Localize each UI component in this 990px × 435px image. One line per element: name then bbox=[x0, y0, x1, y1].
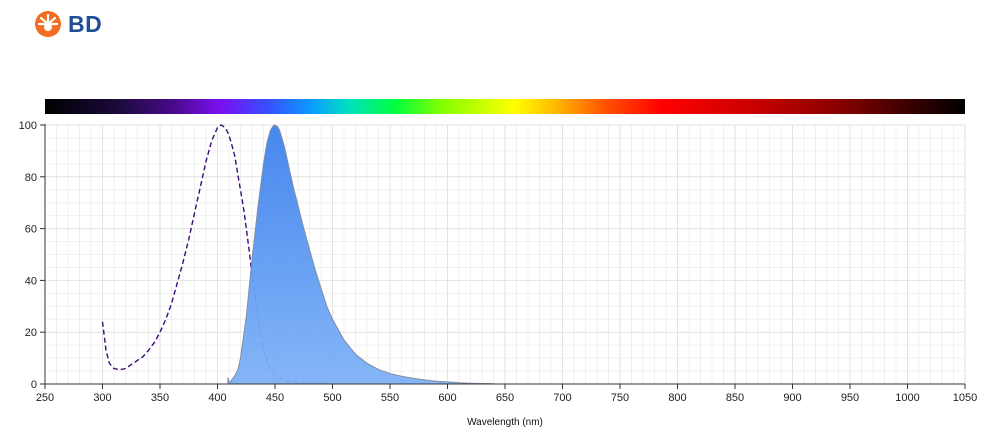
spectrum-bar bbox=[45, 99, 965, 114]
y-tick-label: 20 bbox=[25, 327, 37, 339]
bd-logo-mark bbox=[35, 11, 61, 37]
x-tick-label: 850 bbox=[726, 392, 744, 404]
x-tick-label: 250 bbox=[36, 392, 54, 404]
x-tick-label: 350 bbox=[151, 392, 169, 404]
x-tick-label: 800 bbox=[668, 392, 686, 404]
x-tick-label: 500 bbox=[323, 392, 341, 404]
x-tick-label: 650 bbox=[496, 392, 514, 404]
y-tick-label: 60 bbox=[25, 224, 37, 236]
x-tick-label: 600 bbox=[438, 392, 456, 404]
x-tick-label: 1000 bbox=[895, 392, 919, 404]
x-axis-title: Wavelength (nm) bbox=[467, 417, 543, 428]
y-tick-label: 80 bbox=[25, 172, 37, 184]
series-layer bbox=[101, 124, 494, 385]
y-tick-label: 40 bbox=[25, 275, 37, 287]
x-tick-label: 300 bbox=[93, 392, 111, 404]
y-tick-label: 0 bbox=[31, 379, 37, 391]
x-tick-label: 400 bbox=[208, 392, 226, 404]
x-tick-label: 550 bbox=[381, 392, 399, 404]
x-tick-label: 750 bbox=[611, 392, 629, 404]
x-tick-label: 700 bbox=[553, 392, 571, 404]
bd-logo-text: BD bbox=[68, 10, 103, 37]
y-tick-label: 100 bbox=[19, 120, 37, 132]
x-tick-label: 450 bbox=[266, 392, 284, 404]
bd-logo: BD bbox=[34, 9, 102, 39]
x-tick-label: 950 bbox=[841, 392, 859, 404]
x-tick-label: 1050 bbox=[953, 392, 977, 404]
axes: 250 300 350 400 450 500 550 600 650 700 750 800 850 9… bbox=[19, 120, 978, 404]
grid bbox=[44, 124, 966, 385]
emission-area bbox=[227, 124, 494, 385]
x-tick-label: 900 bbox=[783, 392, 801, 404]
